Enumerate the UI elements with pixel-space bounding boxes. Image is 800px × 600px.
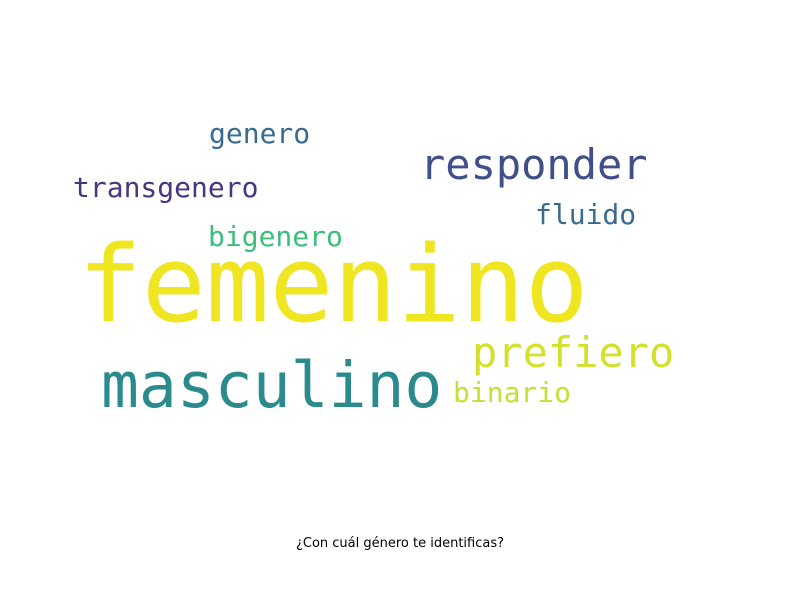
word-binario: binario	[453, 376, 572, 409]
word-masculino: masculino	[101, 349, 443, 422]
word-prefiero: prefiero	[472, 328, 675, 377]
chart-caption: ¿Con cuál género te identificas?	[295, 536, 505, 551]
word-transgenero: transgenero	[73, 171, 259, 204]
word-bigenero: bigenero	[208, 220, 343, 253]
word-genero: genero	[209, 117, 311, 150]
word-femenino: femenino	[78, 223, 589, 346]
word-cloud: femenino masculino responder prefiero tr…	[73, 117, 675, 422]
word-fluido: fluido	[535, 198, 637, 231]
word-responder: responder	[420, 140, 648, 189]
